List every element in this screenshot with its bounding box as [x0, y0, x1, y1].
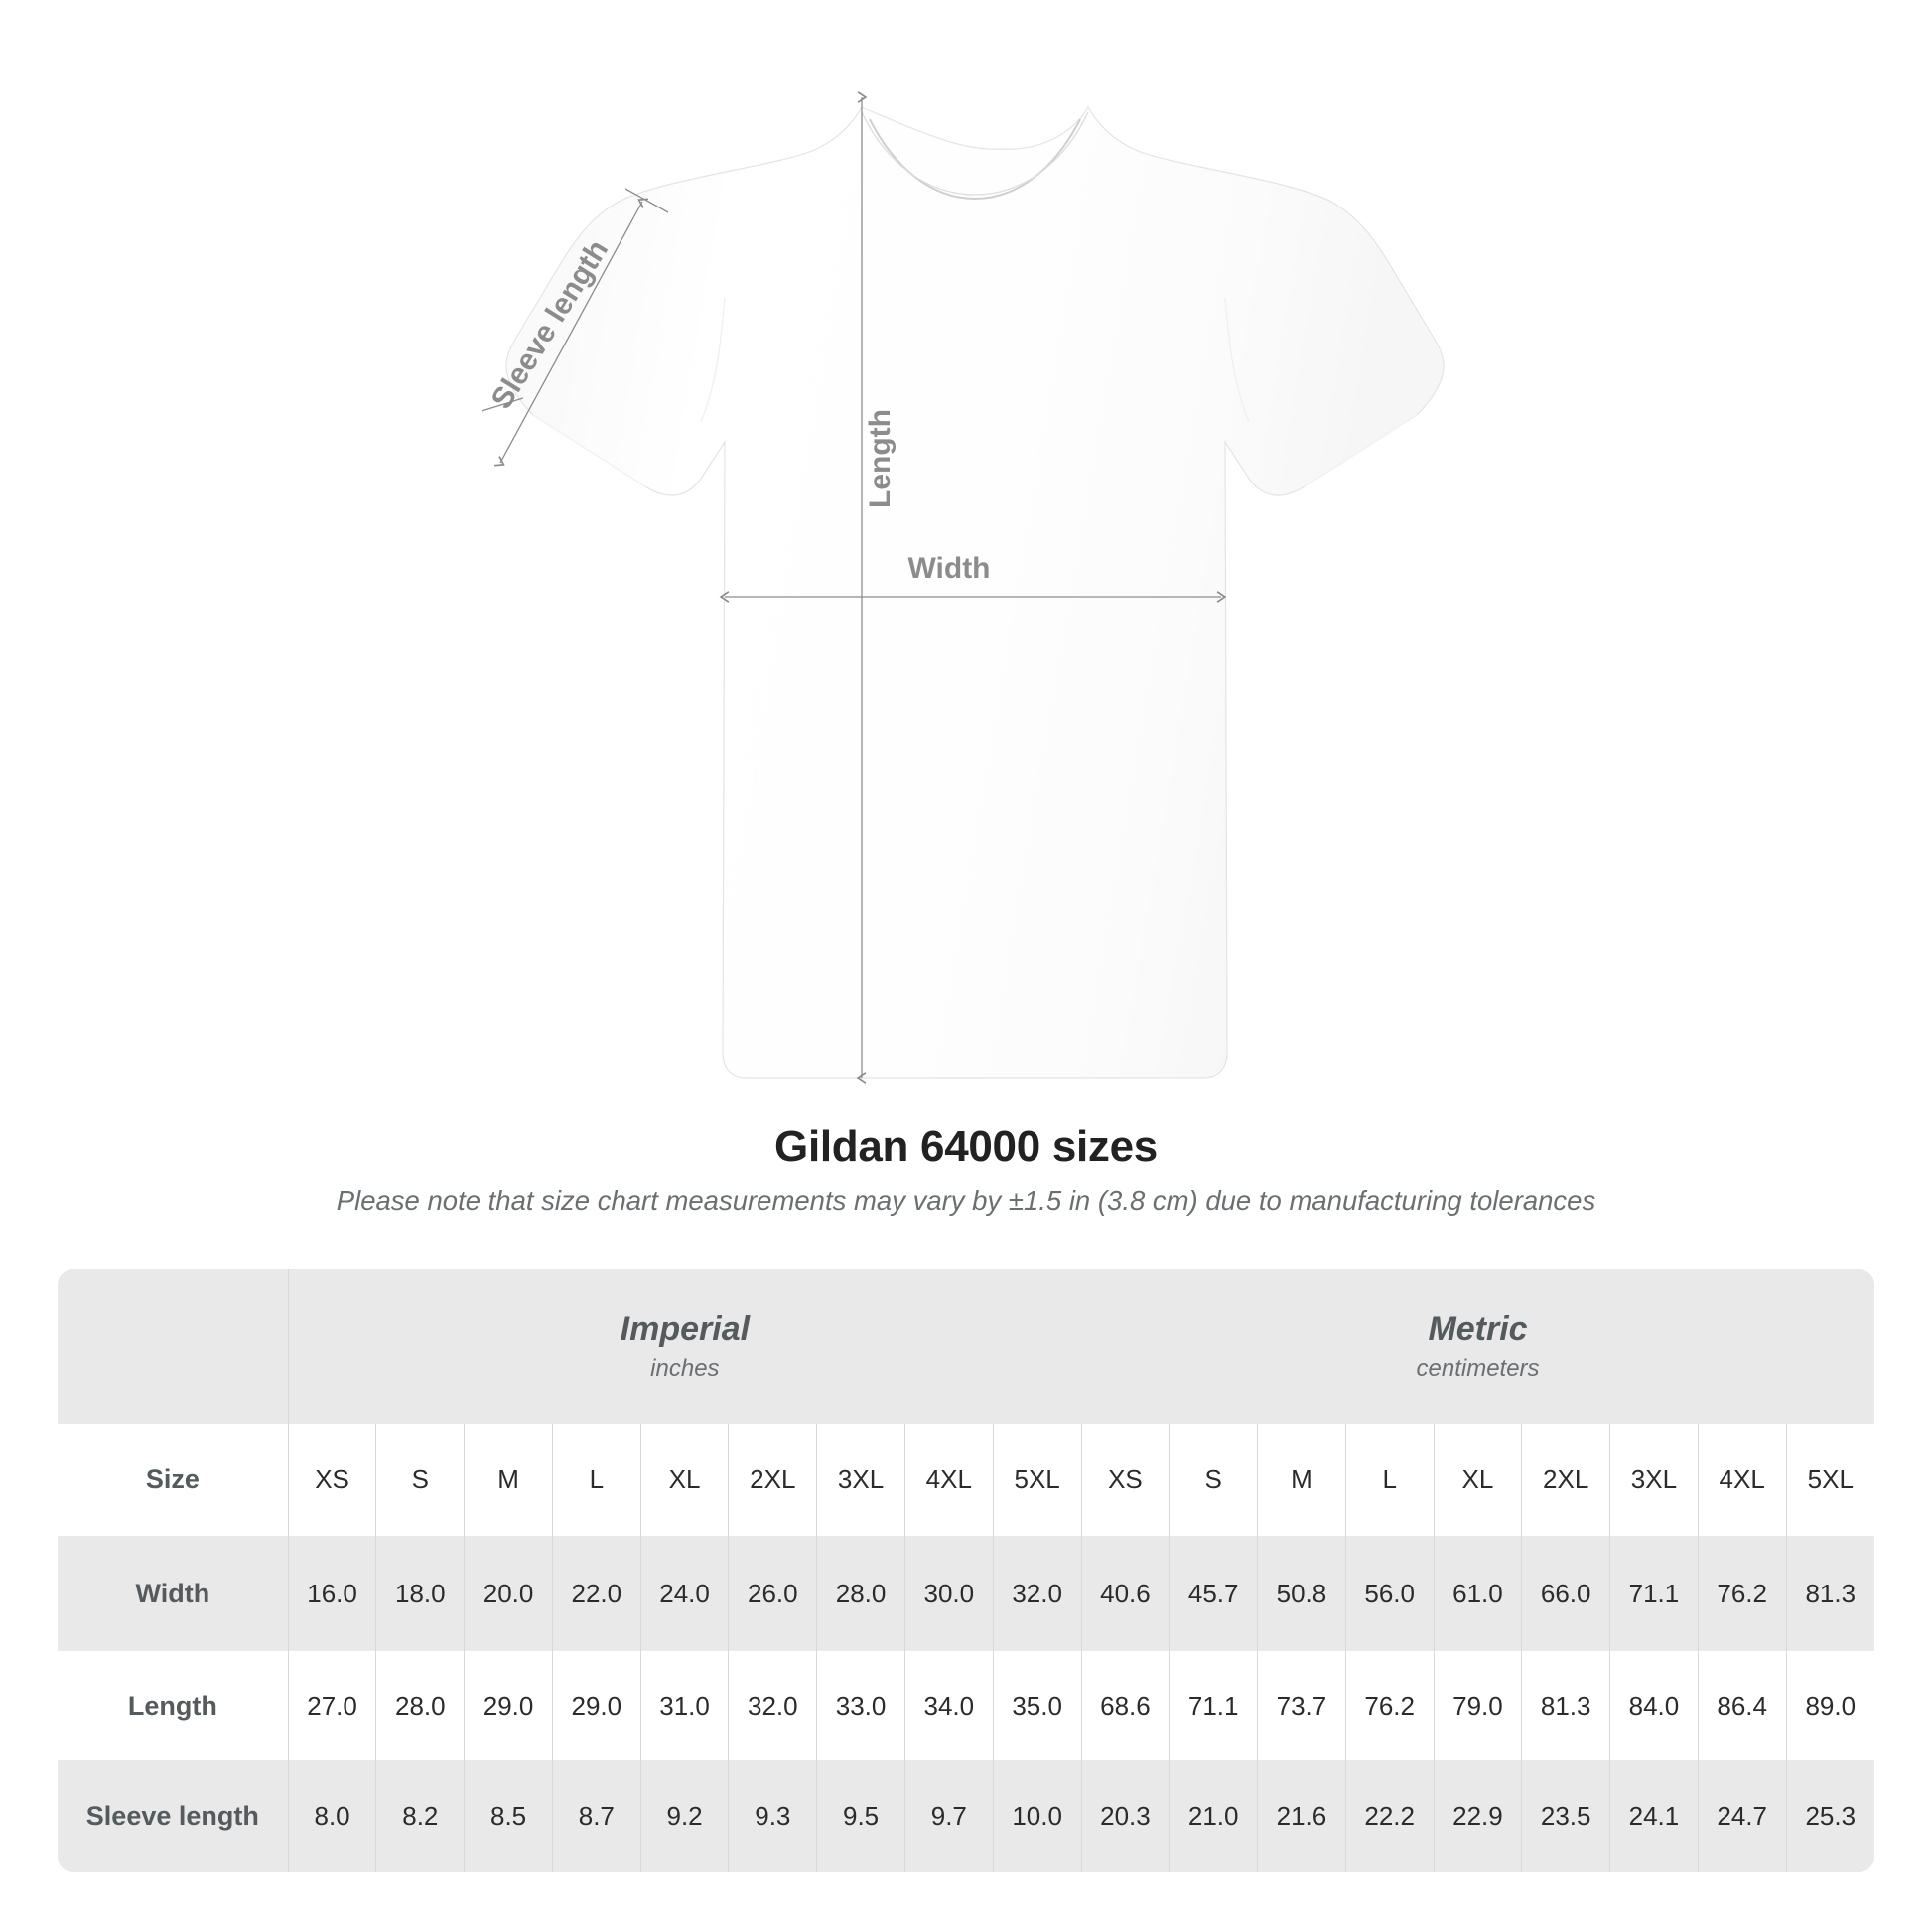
svg-text:Length: Length	[864, 409, 897, 508]
svg-text:Width: Width	[907, 552, 990, 585]
